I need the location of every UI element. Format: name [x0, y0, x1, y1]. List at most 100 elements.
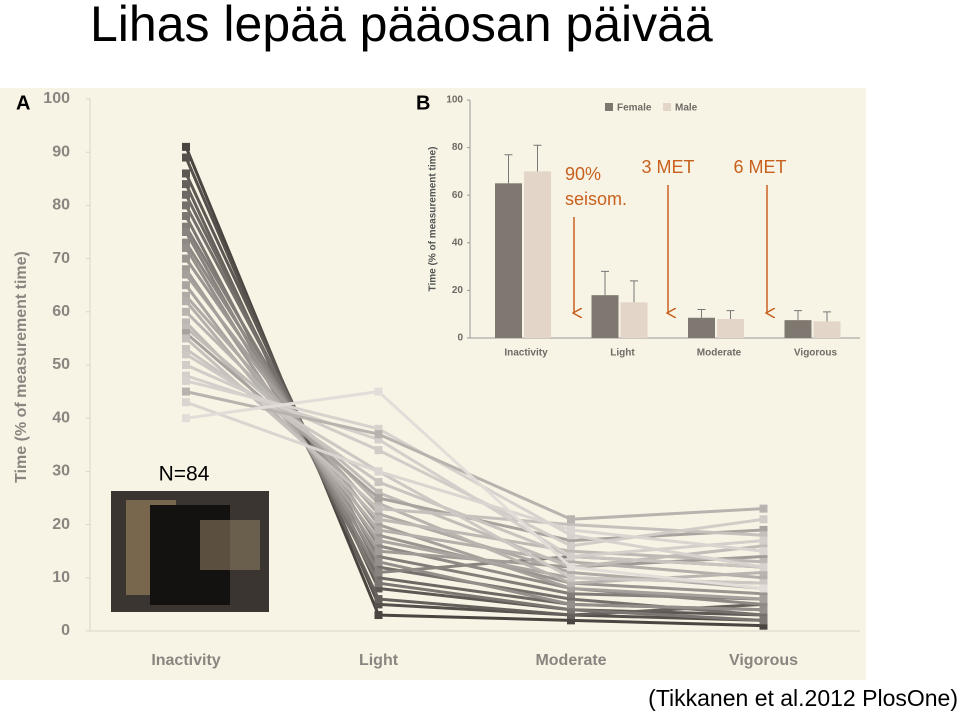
- y-tick-label: 80: [52, 197, 70, 214]
- point-marker: [374, 595, 383, 604]
- point-marker: [182, 329, 190, 338]
- point-marker: [182, 323, 190, 332]
- point-marker: [567, 563, 575, 572]
- point-marker: [182, 228, 190, 236]
- legend-label: Male: [675, 103, 698, 114]
- point-marker: [374, 563, 383, 572]
- point-marker: [759, 616, 768, 625]
- point-marker: [374, 504, 383, 513]
- point-marker: [374, 573, 383, 582]
- point-marker: [182, 270, 190, 279]
- y-tick-label: 90: [52, 143, 70, 160]
- point-marker: [759, 611, 768, 620]
- point-marker: [182, 254, 190, 263]
- point-marker: [759, 573, 768, 582]
- error-bar: [726, 310, 735, 319]
- point-marker: [182, 318, 190, 327]
- point-marker: [182, 345, 190, 354]
- point-marker: [374, 584, 383, 593]
- point-marker: [374, 478, 383, 487]
- point-marker: [374, 552, 383, 561]
- point-marker: [374, 568, 383, 577]
- point-marker: [374, 531, 383, 540]
- point-marker: [567, 600, 575, 609]
- y-tick-label: 100: [43, 90, 70, 107]
- bar: [591, 295, 619, 338]
- point-marker: [567, 515, 575, 524]
- individual-line: [185, 390, 764, 590]
- point-marker: [567, 552, 575, 561]
- y-tick-label: 0: [61, 622, 70, 639]
- point-marker: [759, 547, 768, 556]
- point-marker: [374, 525, 383, 534]
- y-tick-label: 20: [52, 516, 70, 533]
- slide-title: Lihas lepää pääosan päivää: [90, 0, 713, 52]
- point-marker: [182, 281, 190, 290]
- point-marker: [182, 350, 190, 359]
- legend-label: Female: [617, 103, 652, 114]
- individual-line: [184, 172, 764, 617]
- photo-detail: [200, 520, 260, 570]
- y-tick-label: 30: [52, 463, 70, 480]
- point-marker: [182, 238, 190, 247]
- point-marker: [182, 243, 190, 252]
- point-marker: [374, 541, 383, 550]
- point-marker: [759, 579, 768, 588]
- point-marker: [567, 547, 575, 556]
- error-bar: [697, 308, 706, 318]
- y-tick-label: 80: [452, 142, 464, 153]
- bar: [717, 318, 744, 338]
- bar: [784, 320, 812, 338]
- point-marker: [374, 435, 383, 444]
- point-marker: [182, 180, 190, 189]
- x-tick-label: Moderate: [697, 348, 742, 359]
- point-marker: [567, 616, 575, 625]
- y-tick-label: 60: [52, 303, 70, 320]
- point-marker: [759, 605, 768, 614]
- point-marker: [374, 509, 383, 518]
- point-marker: [182, 265, 190, 274]
- point-marker: [182, 398, 190, 407]
- individual-line: [184, 273, 764, 601]
- bar: [813, 321, 841, 338]
- individual-line: [184, 241, 764, 606]
- legend-swatch: [605, 103, 613, 111]
- point-marker: [759, 563, 768, 572]
- point-marker: [759, 595, 768, 604]
- point-marker: [182, 334, 190, 343]
- x-tick-label: Light: [359, 652, 399, 669]
- bar: [688, 317, 715, 338]
- citation: (Tikkanen et al.2012 PlosOne): [648, 685, 958, 711]
- chart-b: B Time (% of measurement time) 0 20 40 60 80 10…: [416, 92, 860, 359]
- point-marker: [374, 430, 383, 439]
- individual-line: [185, 390, 764, 521]
- point-marker: [759, 589, 768, 598]
- x-tick-label: Vigorous: [729, 652, 798, 669]
- y-tick-label: 100: [446, 95, 463, 106]
- point-marker: [567, 579, 575, 588]
- point-marker: [759, 536, 768, 545]
- point-marker: [182, 291, 190, 300]
- point-marker: [567, 568, 575, 577]
- point-marker: [374, 499, 383, 508]
- y-axis-label: Time (% of measurement time): [428, 147, 439, 292]
- point-marker: [567, 611, 575, 620]
- point-marker: [374, 446, 383, 455]
- point-marker: [374, 600, 383, 609]
- y-tick-label: 0: [457, 333, 463, 344]
- point-marker: [567, 589, 575, 598]
- point-marker: [567, 531, 575, 540]
- point-marker: [759, 621, 768, 630]
- sample-size: N=84: [159, 463, 210, 486]
- point-marker: [374, 488, 383, 497]
- point-marker: [182, 190, 190, 199]
- point-marker: [374, 515, 383, 524]
- point-marker: [182, 361, 190, 369]
- x-tick-label: Light: [610, 348, 635, 359]
- error-bar: [504, 154, 513, 184]
- y-tick-label: 50: [52, 356, 70, 373]
- annotation: 3 MET: [641, 157, 694, 177]
- point-marker: [567, 557, 575, 566]
- x-tick-label: Inactivity: [151, 652, 220, 669]
